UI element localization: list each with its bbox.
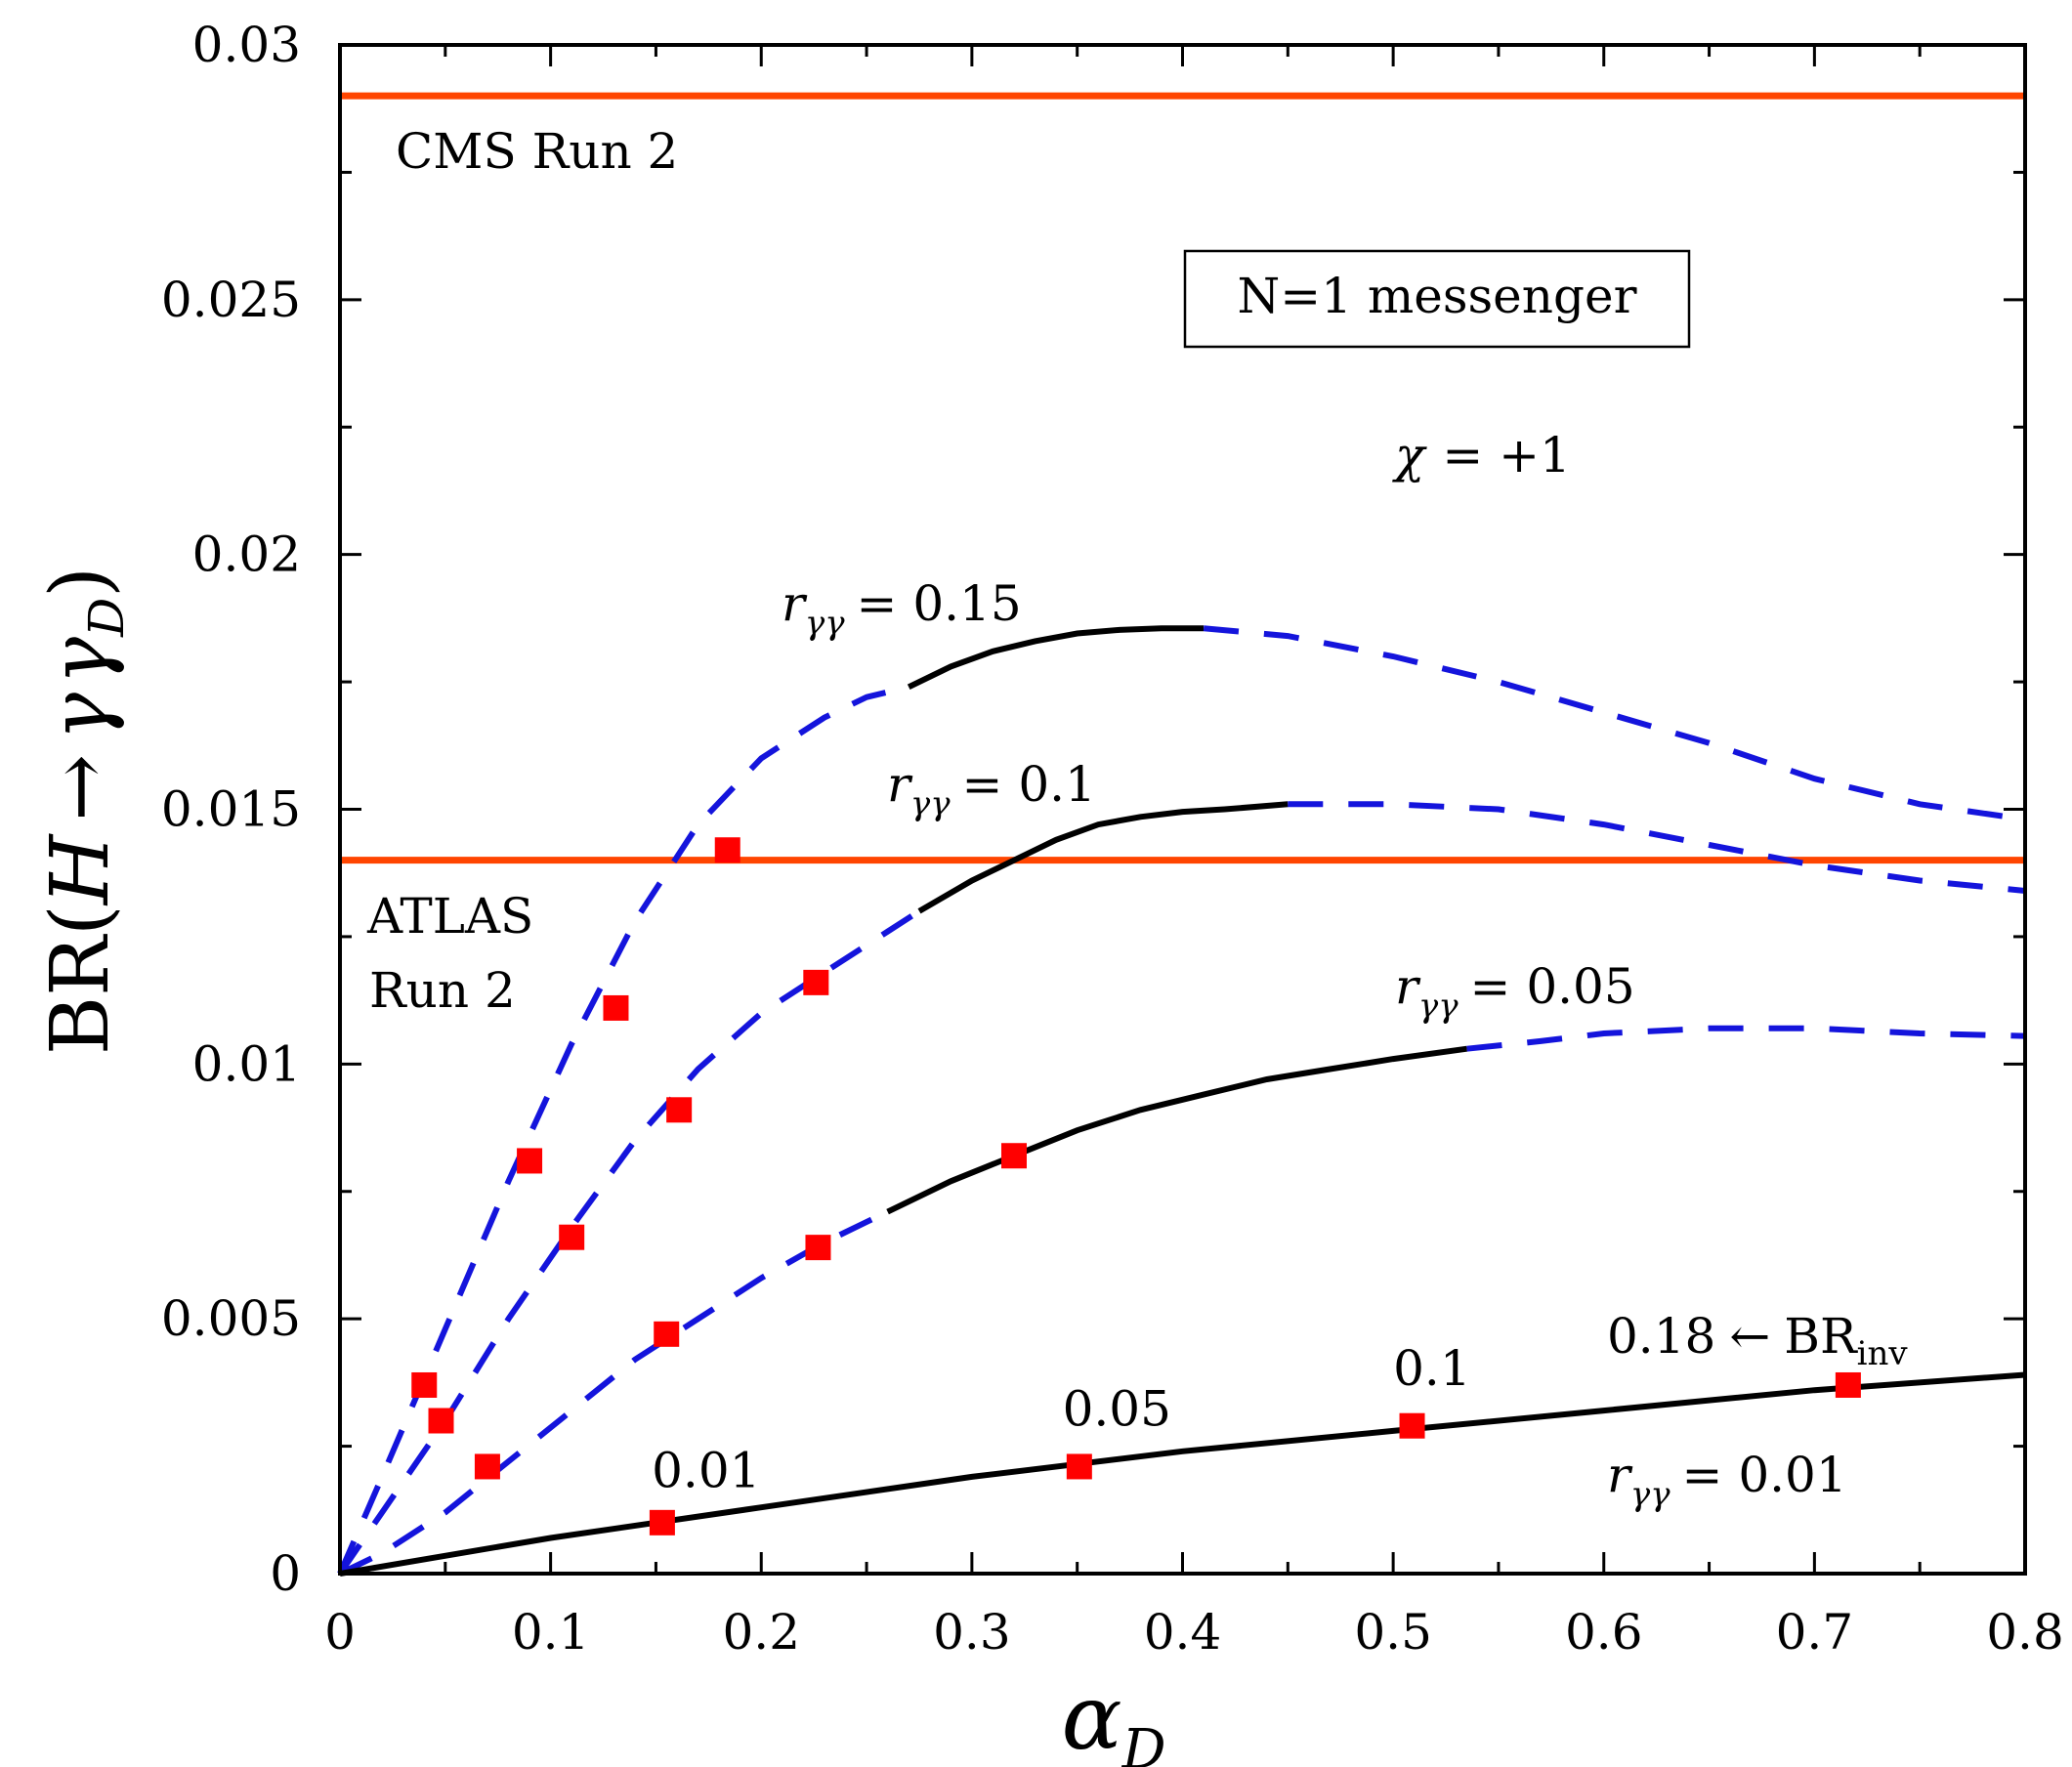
x-tick-label: 0.2 — [722, 1604, 800, 1661]
br-inv-label-005: 0.05 — [1063, 1381, 1171, 1438]
curves — [337, 625, 2026, 1577]
series-label-015: rγγ = 0.15 — [782, 575, 1022, 643]
legend-box-text: N=1 messenger — [1238, 268, 1637, 324]
x-tick-label: 0 — [324, 1604, 356, 1661]
y-tick-label: 0.025 — [161, 272, 301, 328]
series-solid-3 — [339, 1371, 2026, 1577]
y-tick-label: 0 — [270, 1545, 301, 1602]
series-label-001: rγγ = 0.01 — [1607, 1447, 1847, 1514]
data-marker — [1001, 1143, 1027, 1169]
x-tick-label: 0.7 — [1776, 1604, 1854, 1661]
data-marker — [714, 837, 740, 863]
br-inv-label-001: 0.01 — [652, 1442, 760, 1498]
br-inv-label-01: 0.1 — [1393, 1340, 1471, 1397]
data-marker — [559, 1224, 585, 1250]
y-axis-title: BR(H→γγD) — [34, 567, 135, 1055]
y-tick-label: 0.03 — [192, 17, 301, 73]
legend-box — [1183, 249, 1691, 349]
y-tick-label: 0.015 — [161, 781, 301, 838]
atlas-limit-label-line2: Run 2 — [369, 962, 516, 1019]
data-marker — [654, 1321, 680, 1347]
series-dashed-high-0 — [1203, 625, 2026, 822]
x-tick-label: 0.3 — [933, 1604, 1011, 1661]
x-tick-labels: 0 0.1 0.2 0.3 0.4 0.5 0.6 0.7 0.8 — [324, 1604, 2064, 1661]
x-tick-label: 0.4 — [1144, 1604, 1222, 1661]
data-marker — [428, 1408, 454, 1434]
series-dashed-low-0 — [337, 684, 909, 1576]
y-tick-label: 0.005 — [161, 1290, 301, 1347]
series-dashed-low-2 — [338, 1208, 889, 1577]
y-tick-label: 0.02 — [192, 526, 301, 583]
data-marker — [805, 1235, 831, 1261]
cms-limit-label: CMS Run 2 — [396, 123, 678, 180]
series-solid-0 — [907, 625, 1205, 690]
x-axis-title: αD — [1061, 1665, 1165, 1767]
x-tick-label: 0.6 — [1565, 1604, 1643, 1661]
data-marker — [1399, 1412, 1425, 1439]
limit-lines — [340, 92, 2025, 864]
data-marker — [517, 1148, 543, 1174]
data-marker — [666, 1097, 693, 1123]
series-label-01: rγγ = 0.1 — [887, 756, 1096, 823]
y-tick-labels: 0 0.005 0.01 0.015 0.02 0.025 0.03 — [161, 17, 301, 1602]
series-solid-1 — [917, 801, 1289, 914]
br-inv-point-labels: 0.01 0.05 0.1 — [652, 1340, 1471, 1498]
series-label-005: rγγ = 0.05 — [1395, 958, 1635, 1026]
data-marker — [603, 994, 629, 1021]
data-marker — [411, 1371, 438, 1398]
data-marker — [1835, 1371, 1861, 1398]
data-marker — [803, 969, 829, 995]
plot-frame — [338, 43, 2027, 1576]
br-inv-annotation: 0.18 ← BRinv — [1607, 1308, 1908, 1373]
data-marker — [649, 1509, 675, 1536]
data-marker — [1066, 1453, 1092, 1480]
x-tick-label: 0.8 — [1986, 1604, 2064, 1661]
data-marker — [474, 1453, 500, 1480]
series-dashed-high-2 — [1466, 1025, 2026, 1052]
series-dashed-high-1 — [1288, 801, 2026, 894]
atlas-limit-label-line1: ATLAS — [366, 888, 533, 945]
series-solid-2 — [886, 1045, 1468, 1215]
markers — [411, 837, 1861, 1536]
y-tick-label: 0.01 — [192, 1035, 301, 1092]
series-dashed-low-1 — [337, 908, 921, 1576]
chi-label: χ = +1 — [1392, 427, 1571, 484]
x-tick-label: 0.5 — [1354, 1604, 1432, 1661]
x-tick-label: 0.1 — [512, 1604, 590, 1661]
